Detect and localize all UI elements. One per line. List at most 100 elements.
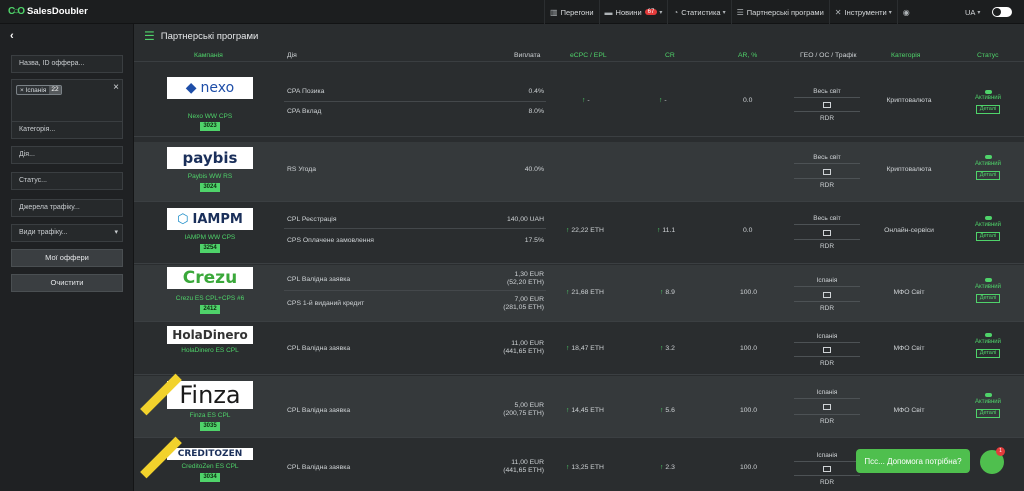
col-campaign[interactable]: Кампанія [194,52,223,59]
nav-label: Партнерські програми [746,7,824,17]
col-category[interactable]: Категорія [891,52,921,59]
campaign-logo[interactable]: Crezu [167,267,253,289]
my-offers-button[interactable]: Мої оффери [11,249,123,267]
arrow-up-icon: ↑ [566,464,570,471]
ecpc-text: 22,22 ETH [571,227,604,234]
clear-geo-icon[interactable]: × [113,82,119,93]
status-select[interactable]: Статус... [11,172,123,190]
table-row: Finza Finza ES CPL 3035 CPL Валідна заяв… [134,373,1024,438]
language-selector[interactable]: UA ▾ [965,0,980,24]
campaign-logo[interactable]: ◆ nexo [167,77,253,99]
campaign-name[interactable]: HolaDinero ES CPL [181,347,239,354]
filters-menu-icon[interactable]: ☰ [144,29,155,43]
action-label: CPL Валідна заявка [287,276,351,283]
geo-divider [794,342,860,343]
status-label: Активний [975,222,1001,228]
details-button[interactable]: Деталі [976,349,1000,358]
col-ecpc[interactable]: eCPC / EPL [570,52,607,59]
nav-item-news[interactable]: ▬ Новини 67 ▾ [598,0,668,24]
nav-item-statistics[interactable]: ◔ Статистика ▾ [667,0,730,24]
brand-name: SalesDoubler [27,6,88,17]
details-button[interactable]: Деталі [976,232,1000,241]
nav-item-tools[interactable]: ✕ Інструменти ▾ [828,0,897,24]
nav-label: Перегони [560,7,594,17]
logo-text: IAMPM [192,211,243,227]
campaign-id-badge: 3035 [200,422,220,431]
road-icon: ▥ [550,7,558,17]
status-label: Активний [975,95,1001,101]
chevron-down-icon: ▾ [114,229,118,236]
list-icon: ☰ [736,7,744,17]
action-label: CPL Валідна заявка [287,407,351,414]
geo-divider [794,97,860,98]
details-button[interactable]: Деталі [976,171,1000,180]
campaign-name[interactable]: Paybis WW RS [187,173,233,180]
action-label: CPS Оплачене замовлення [287,237,374,244]
nav-label: Новини [615,7,642,17]
geo-label: Весь світ [813,154,841,161]
campaign-logo[interactable]: Finza [167,381,253,409]
brand-logo[interactable]: C○O SalesDoubler [8,6,128,17]
arrow-up-icon: ↑ [657,227,661,234]
remove-chip-icon[interactable]: × [20,86,24,94]
geo-divider [794,286,860,287]
offer-search-input[interactable]: Назва, ID оффера... [11,55,123,73]
arrow-up-icon: ↑ [566,227,570,234]
ecpc-text: 18,47 ETH [571,345,604,352]
campaign-id-badge: 2412 [200,305,220,314]
table-header: Кампанія Дія Виплата eCPC / EPL CR AR, %… [134,48,1024,62]
payout-eth-value: (441,65 ETH) [503,467,544,474]
details-button[interactable]: Деталі [976,105,1000,114]
cr-text: 3.2 [665,345,675,352]
campaign-name[interactable]: IAMPM WW CPS [184,234,236,241]
campaign-logo[interactable]: HolaDinero [167,326,253,344]
action-divider [284,290,546,291]
geo-divider [794,224,860,225]
cr-value: ↑ 11.1 [657,227,675,234]
cr-value: ↑ 8.9 [660,289,675,296]
payout-value: 0.4% [528,88,545,95]
col-status[interactable]: Статус [977,52,999,59]
campaign-logo[interactable]: ⬡ IAMPM [167,208,253,230]
campaign-name[interactable]: Finza ES CPL [189,412,231,419]
category-select[interactable]: Категорія... [11,121,123,139]
traffic-type-select[interactable]: Види трафіку... ▾ [11,224,123,242]
action-label: CPS 1-й виданий кредит [287,300,365,307]
arrow-up-icon: ↑ [566,407,570,414]
payout-value: 140,00 UAH [506,216,544,223]
clear-filters-button[interactable]: Очистити [11,274,123,292]
col-cr[interactable]: CR [665,52,675,59]
nav-item-races[interactable]: ▥ Перегони [544,0,599,24]
table-row: HolaDinero HolaDinero ES CPL CPL Валідна… [134,323,1024,375]
geo-chip[interactable]: × Іспанія 22 [16,85,62,95]
theme-toggle[interactable] [992,7,1012,17]
geo-divider [794,239,860,240]
user-profile-button[interactable]: ◉ [896,0,918,24]
geo-label: Іспанія [816,452,838,459]
campaign-name[interactable]: Crezu ES CPL+CPS #6 [175,295,245,302]
action-divider [284,101,546,102]
nav-label: Статистика [681,7,721,17]
payout-eth-value: (200,75 ETH) [503,410,544,417]
col-ar[interactable]: AR, % [738,52,758,59]
nav-item-partner-programs[interactable]: ☰ Партнерські програми [730,0,829,24]
desktop-icon [823,169,831,175]
arrow-up-icon: ↑ [660,345,664,352]
ar-value: 100.0 [740,464,758,471]
status-label: Активний [975,284,1001,290]
help-chat-button[interactable]: Псс... Допомога потрібна? [856,449,970,473]
action-select[interactable]: Дія... [11,146,123,164]
cr-text: 8.9 [665,289,675,296]
campaign-name[interactable]: Nexo WW CPS [187,113,233,120]
category-label: МФО Світ [893,289,925,296]
traffic-source-select[interactable]: Джерела трафіку... [11,199,123,217]
details-button[interactable]: Деталі [976,409,1000,418]
chevron-left-icon[interactable]: ‹ [10,30,14,42]
campaign-logo[interactable]: paybis [167,147,253,169]
ar-value: 0.0 [743,227,753,234]
campaign-logo[interactable]: CREDITOZEN [167,448,253,460]
campaign-name[interactable]: CreditoZen ES CPL [181,463,239,470]
details-button[interactable]: Деталі [976,294,1000,303]
desktop-icon [823,347,831,353]
traffic-label: RDR [819,360,835,367]
